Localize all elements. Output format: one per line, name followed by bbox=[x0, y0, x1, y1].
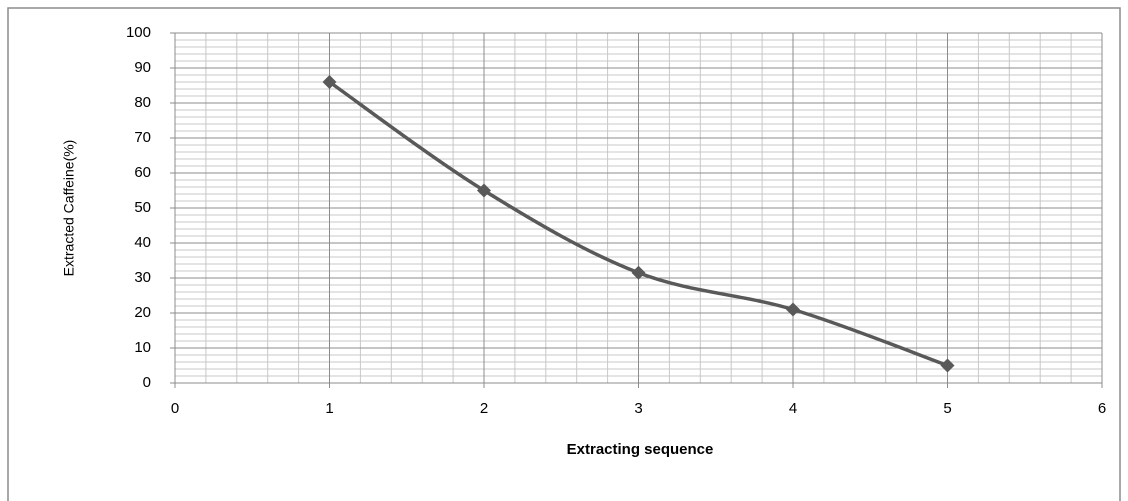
data-point bbox=[477, 183, 491, 198]
data-point bbox=[940, 358, 955, 373]
x-tick-label: 5 bbox=[943, 400, 951, 417]
data-point bbox=[786, 302, 800, 317]
chart-frame bbox=[7, 7, 1121, 501]
x-tick-label: 1 bbox=[325, 400, 333, 417]
y-axis-title: Extracted Caffeine(%) bbox=[61, 140, 77, 277]
y-tick-label: 20 bbox=[134, 304, 151, 321]
x-axis-title: Extracting sequence bbox=[567, 441, 714, 458]
y-tick-label: 90 bbox=[134, 59, 151, 76]
y-tick-label: 30 bbox=[134, 269, 151, 286]
x-tick-label: 6 bbox=[1098, 400, 1106, 417]
x-tick-label: 3 bbox=[634, 400, 642, 417]
y-tick-label: 10 bbox=[134, 339, 151, 356]
y-tick-label: 40 bbox=[134, 234, 151, 251]
y-tick-label: 70 bbox=[134, 129, 151, 146]
y-tick-label: 50 bbox=[134, 199, 151, 216]
data-point bbox=[322, 75, 337, 89]
x-tick-label: 4 bbox=[789, 400, 797, 417]
x-tick-label: 2 bbox=[480, 400, 488, 417]
data-point bbox=[631, 265, 646, 280]
y-tick-label: 60 bbox=[134, 164, 151, 181]
y-tick-label: 0 bbox=[143, 374, 151, 391]
x-tick-label: 0 bbox=[171, 400, 179, 417]
y-tick-label: 100 bbox=[126, 24, 151, 41]
y-tick-label: 80 bbox=[134, 94, 151, 111]
